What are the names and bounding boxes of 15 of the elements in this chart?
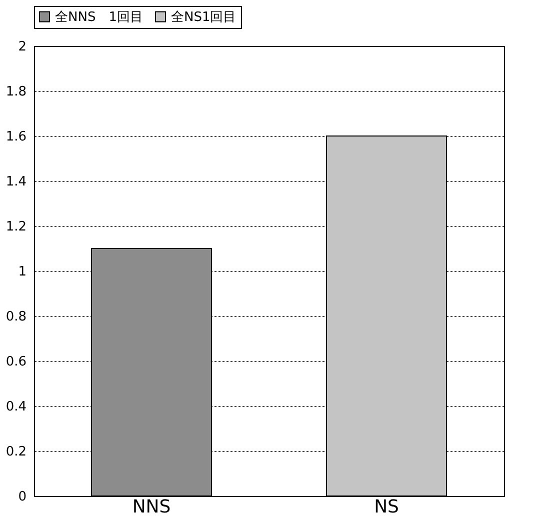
y-tick-label: 0.8 bbox=[6, 310, 26, 324]
y-tick-label: 1.4 bbox=[6, 174, 26, 190]
y-tick-label: 1.2 bbox=[6, 220, 26, 234]
y-tick-label: 1.8 bbox=[6, 84, 26, 100]
y-tick-label: 0 bbox=[18, 490, 26, 504]
legend-label: 全NS1回目 bbox=[171, 10, 236, 25]
legend-label: 全NNS 1回目 bbox=[55, 10, 143, 25]
y-tick-label: 0.2 bbox=[6, 444, 26, 460]
x-tick-label: NS bbox=[374, 496, 399, 518]
y-tick-label: 1 bbox=[18, 264, 26, 280]
x-tick-label: NNS bbox=[132, 496, 171, 518]
y-tick-label: 1.6 bbox=[6, 130, 26, 144]
y-tick-label: 0.6 bbox=[6, 354, 26, 370]
y-tick-label: 2 bbox=[18, 40, 26, 54]
y-tick-label: 0.4 bbox=[6, 400, 26, 414]
